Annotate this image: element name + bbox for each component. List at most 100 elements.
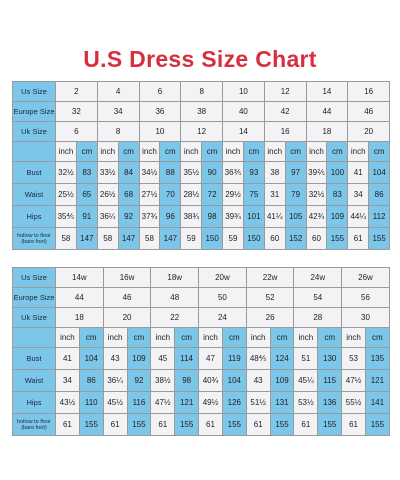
unit-cm-cell: cm — [368, 141, 391, 162]
unit-inch-cell: inch — [347, 141, 370, 162]
us-size-cell: 6 — [138, 81, 182, 102]
bust-cm-cell: 104 — [368, 161, 391, 184]
unit-cm-cell: cm — [174, 327, 200, 348]
bust-inch-cell: 47 — [198, 347, 223, 370]
uk-size-cell: 14 — [222, 121, 265, 142]
bust-cm-cell: 135 — [364, 347, 390, 370]
hips-cm-cell: 105 — [284, 205, 307, 228]
waist-inch-cell: 27½ — [138, 183, 161, 206]
waist-row: Waist 34 86 36¼ 92 38½ 98 40¾ 104 43 109 45¼ 115 47½ 1… — [12, 369, 390, 392]
bust-cm-cell: 88 — [159, 161, 182, 184]
unit-inch-cell: inch — [305, 141, 328, 162]
hollow-inch-cell: 61 — [347, 227, 370, 250]
us-size-cell: 24w — [293, 267, 343, 288]
hollow-cm-cell: 147 — [75, 227, 98, 250]
hollow-cm-cell: 155 — [364, 413, 390, 436]
hollow-cm-cell: 150 — [242, 227, 265, 250]
page-title: U.S Dress Size Chart — [83, 46, 317, 72]
bust-inch-cell: 45 — [150, 347, 176, 370]
hollow-inch-cell: 59 — [222, 227, 244, 250]
waist-cm-cell: 92 — [126, 369, 152, 392]
hollow-inch-cell: 60 — [305, 227, 328, 250]
waist-row: Waist 25½ 65 26½ 68 27½ 70 28½ 72 29½ 75 31 79 32½ 83 3… — [12, 183, 391, 206]
bust-cm-cell: 114 — [174, 347, 200, 370]
bust-inch-cell: 34½ — [138, 161, 161, 184]
us-size-cell: 22w — [245, 267, 295, 288]
uk-size-cell: 20 — [102, 307, 152, 328]
waist-inch-cell: 34 — [55, 369, 80, 392]
bust-cm-cell: 104 — [78, 347, 104, 370]
europe-size-cell: 36 — [138, 101, 182, 122]
hips-inch-cell: 38¾ — [180, 205, 203, 228]
waist-cm-cell: 86 — [368, 183, 391, 206]
unit-row: inch cm inch cm inch cm inch cm inch cm inch cm inch… — [12, 327, 390, 348]
hips-inch-cell: 44¼ — [347, 205, 370, 228]
unit-cm-cell: cm — [126, 327, 152, 348]
hollow-cm-cell: 152 — [284, 227, 307, 250]
uk-size-cell: 6 — [55, 121, 98, 142]
europe-size-cell: 52 — [245, 287, 295, 308]
uk-size-cell: 30 — [341, 307, 390, 328]
waist-cm-cell: 65 — [75, 183, 98, 206]
us-size-cell: 10 — [222, 81, 265, 102]
hips-row: Hips 43½ 110 45½ 116 47½ 121 49½ 126 51½ 131 53½ 136… — [12, 391, 390, 414]
hollow-cm-cell: 155 — [317, 413, 343, 436]
hips-cm-cell: 101 — [242, 205, 265, 228]
row-label-uk-size: Uk Size — [12, 121, 56, 142]
unit-cm-cell: cm — [159, 141, 182, 162]
hips-inch-cell: 39¾ — [222, 205, 244, 228]
unit-inch-cell: inch — [198, 327, 223, 348]
uk-size-cell: 18 — [305, 121, 349, 142]
row-label-europe-size: Europe Size — [12, 287, 56, 308]
row-label-bust: Bust — [12, 161, 56, 184]
bust-row: Bust 41 104 43 109 45 114 47 119 48⅘ 124 51 130 53 135 — [12, 347, 390, 370]
bust-cm-cell: 100 — [326, 161, 349, 184]
europe-size-cell: 54 — [293, 287, 343, 308]
uk-size-cell: 24 — [198, 307, 247, 328]
hollow-row: hollow to floor (bare foot) 58 147 58 147 58 1… — [12, 227, 391, 250]
row-label-us-size: Us Size — [12, 267, 56, 288]
bust-cm-cell: 119 — [221, 347, 247, 370]
uk-size-cell: 12 — [180, 121, 224, 142]
hips-inch-cell: 36¼ — [96, 205, 119, 228]
hollow-inch-cell: 61 — [198, 413, 223, 436]
waist-cm-cell: 70 — [159, 183, 182, 206]
bust-inch-cell: 51 — [293, 347, 319, 370]
hollow-inch-cell: 61 — [150, 413, 176, 436]
us-size-cell: 16w — [102, 267, 152, 288]
waist-inch-cell: 31 — [263, 183, 286, 206]
hips-cm-cell: 141 — [364, 391, 390, 414]
bust-cm-cell: 84 — [117, 161, 140, 184]
hollow-inch-cell: 61 — [102, 413, 128, 436]
waist-cm-cell: 109 — [269, 369, 295, 392]
hips-inch-cell: 47½ — [150, 391, 176, 414]
bust-inch-cell: 39⅖ — [305, 161, 328, 184]
us-size-cell: 14w — [55, 267, 104, 288]
unit-inch-cell: inch — [293, 327, 319, 348]
unit-inch-cell: inch — [245, 327, 271, 348]
waist-inch-cell: 45¼ — [293, 369, 319, 392]
bust-cm-cell: 93 — [242, 161, 265, 184]
row-label-hollow: hollow to floor (bare foot) — [12, 413, 56, 436]
us-size-cell: 8 — [180, 81, 224, 102]
row-label-waist: Waist — [12, 369, 56, 392]
us-size-cell: 26w — [341, 267, 390, 288]
bust-cm-cell: 90 — [201, 161, 224, 184]
waist-cm-cell: 72 — [201, 183, 224, 206]
hips-inch-cell: 51½ — [245, 391, 271, 414]
europe-size-cell: 46 — [347, 101, 391, 122]
unit-cm-cell: cm — [364, 327, 390, 348]
bust-cm-cell: 97 — [284, 161, 307, 184]
hips-cm-cell: 131 — [269, 391, 295, 414]
hips-cm-cell: 92 — [117, 205, 140, 228]
europe-size-cell: 42 — [263, 101, 307, 122]
waist-inch-cell: 26½ — [96, 183, 119, 206]
hips-cm-cell: 110 — [78, 391, 104, 414]
hollow-cm-cell: 155 — [368, 227, 391, 250]
hollow-inch-cell: 59 — [180, 227, 203, 250]
us-size-row: Us Size 2 4 6 8 10 12 14 16 — [12, 81, 391, 102]
europe-size-cell: 50 — [198, 287, 247, 308]
hollow-cm-cell: 155 — [126, 413, 152, 436]
unit-cm-cell: cm — [201, 141, 224, 162]
unit-inch-cell: inch — [96, 141, 119, 162]
